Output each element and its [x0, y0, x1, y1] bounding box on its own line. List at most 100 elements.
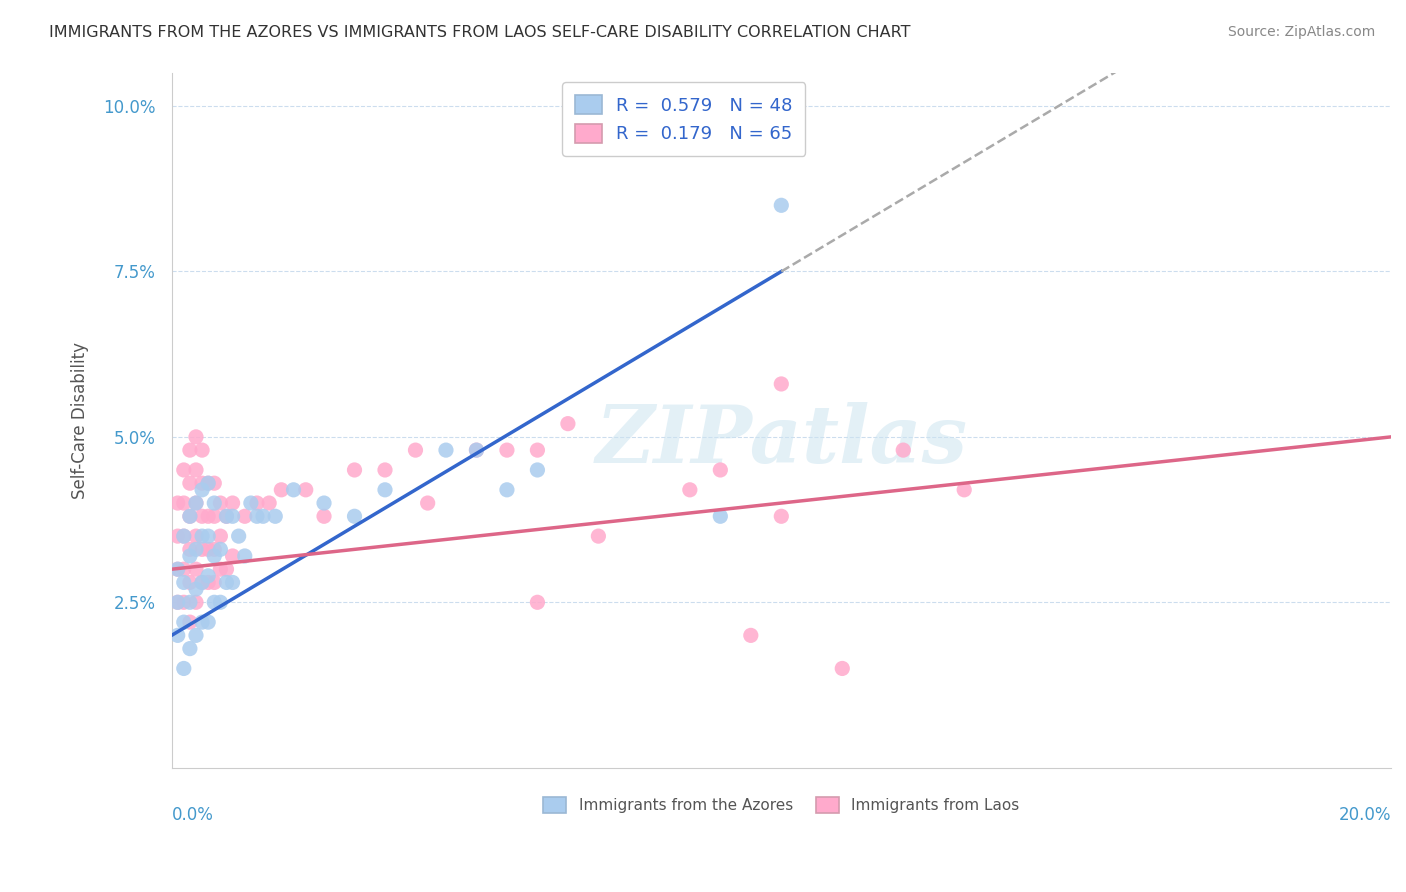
Point — [191, 483, 214, 497]
Point — [215, 562, 238, 576]
Point — [215, 575, 238, 590]
Point — [215, 509, 238, 524]
Point — [215, 509, 238, 524]
Point — [257, 496, 280, 510]
Point — [179, 542, 201, 557]
Point — [191, 476, 214, 491]
Point — [166, 595, 188, 609]
Point — [173, 575, 195, 590]
Point — [228, 529, 250, 543]
Point — [202, 476, 225, 491]
Point — [202, 509, 225, 524]
Point — [184, 628, 207, 642]
Point — [891, 443, 914, 458]
Point — [233, 509, 256, 524]
Point — [197, 476, 219, 491]
Point — [374, 483, 396, 497]
Point — [184, 430, 207, 444]
Point — [221, 575, 243, 590]
Point — [209, 496, 232, 510]
Point — [202, 549, 225, 563]
Point — [526, 443, 548, 458]
Point — [496, 483, 519, 497]
Point — [679, 483, 702, 497]
Point — [166, 562, 188, 576]
Point — [197, 615, 219, 629]
Point — [179, 575, 201, 590]
Text: 20.0%: 20.0% — [1339, 805, 1391, 824]
Point — [209, 595, 232, 609]
Point — [221, 549, 243, 563]
Legend: Immigrants from the Azores, Immigrants from Laos: Immigrants from the Azores, Immigrants f… — [534, 789, 1028, 822]
Point — [209, 542, 232, 557]
Point — [239, 496, 262, 510]
Point — [374, 463, 396, 477]
Point — [416, 496, 439, 510]
Point — [770, 376, 793, 391]
Point — [496, 443, 519, 458]
Point — [264, 509, 287, 524]
Point — [709, 463, 731, 477]
Text: IMMIGRANTS FROM THE AZORES VS IMMIGRANTS FROM LAOS SELF-CARE DISABILITY CORRELAT: IMMIGRANTS FROM THE AZORES VS IMMIGRANTS… — [49, 25, 911, 40]
Point — [173, 529, 195, 543]
Point — [221, 496, 243, 510]
Point — [179, 615, 201, 629]
Point — [526, 463, 548, 477]
Point — [343, 509, 366, 524]
Point — [173, 496, 195, 510]
Point — [557, 417, 579, 431]
Point — [831, 661, 853, 675]
Point — [184, 529, 207, 543]
Point — [197, 476, 219, 491]
Point — [770, 198, 793, 212]
Point — [953, 483, 976, 497]
Point — [191, 542, 214, 557]
Point — [173, 615, 195, 629]
Point — [221, 509, 243, 524]
Point — [202, 496, 225, 510]
Point — [197, 569, 219, 583]
Point — [294, 483, 316, 497]
Text: ZIPatlas: ZIPatlas — [595, 402, 967, 480]
Point — [173, 661, 195, 675]
Point — [465, 443, 488, 458]
Point — [202, 575, 225, 590]
Point — [191, 575, 214, 590]
Point — [173, 463, 195, 477]
Point — [184, 496, 207, 510]
Point — [709, 509, 731, 524]
Text: Source: ZipAtlas.com: Source: ZipAtlas.com — [1227, 25, 1375, 39]
Point — [588, 529, 610, 543]
Point — [209, 529, 232, 543]
Point — [197, 542, 219, 557]
Point — [179, 476, 201, 491]
Point — [179, 443, 201, 458]
Point — [312, 496, 335, 510]
Point — [246, 509, 269, 524]
Point — [405, 443, 427, 458]
Point — [197, 575, 219, 590]
Point — [740, 628, 762, 642]
Point — [526, 595, 548, 609]
Point — [184, 582, 207, 596]
Point — [179, 641, 201, 656]
Point — [343, 463, 366, 477]
Point — [252, 509, 274, 524]
Point — [312, 509, 335, 524]
Text: 0.0%: 0.0% — [172, 805, 214, 824]
Point — [166, 562, 188, 576]
Point — [166, 496, 188, 510]
Point — [246, 496, 269, 510]
Point — [770, 509, 793, 524]
Point — [166, 628, 188, 642]
Point — [184, 496, 207, 510]
Point — [465, 443, 488, 458]
Point — [173, 529, 195, 543]
Point — [184, 595, 207, 609]
Point — [179, 509, 201, 524]
Point — [197, 509, 219, 524]
Point — [283, 483, 305, 497]
Point — [184, 562, 207, 576]
Point — [179, 509, 201, 524]
Point — [233, 549, 256, 563]
